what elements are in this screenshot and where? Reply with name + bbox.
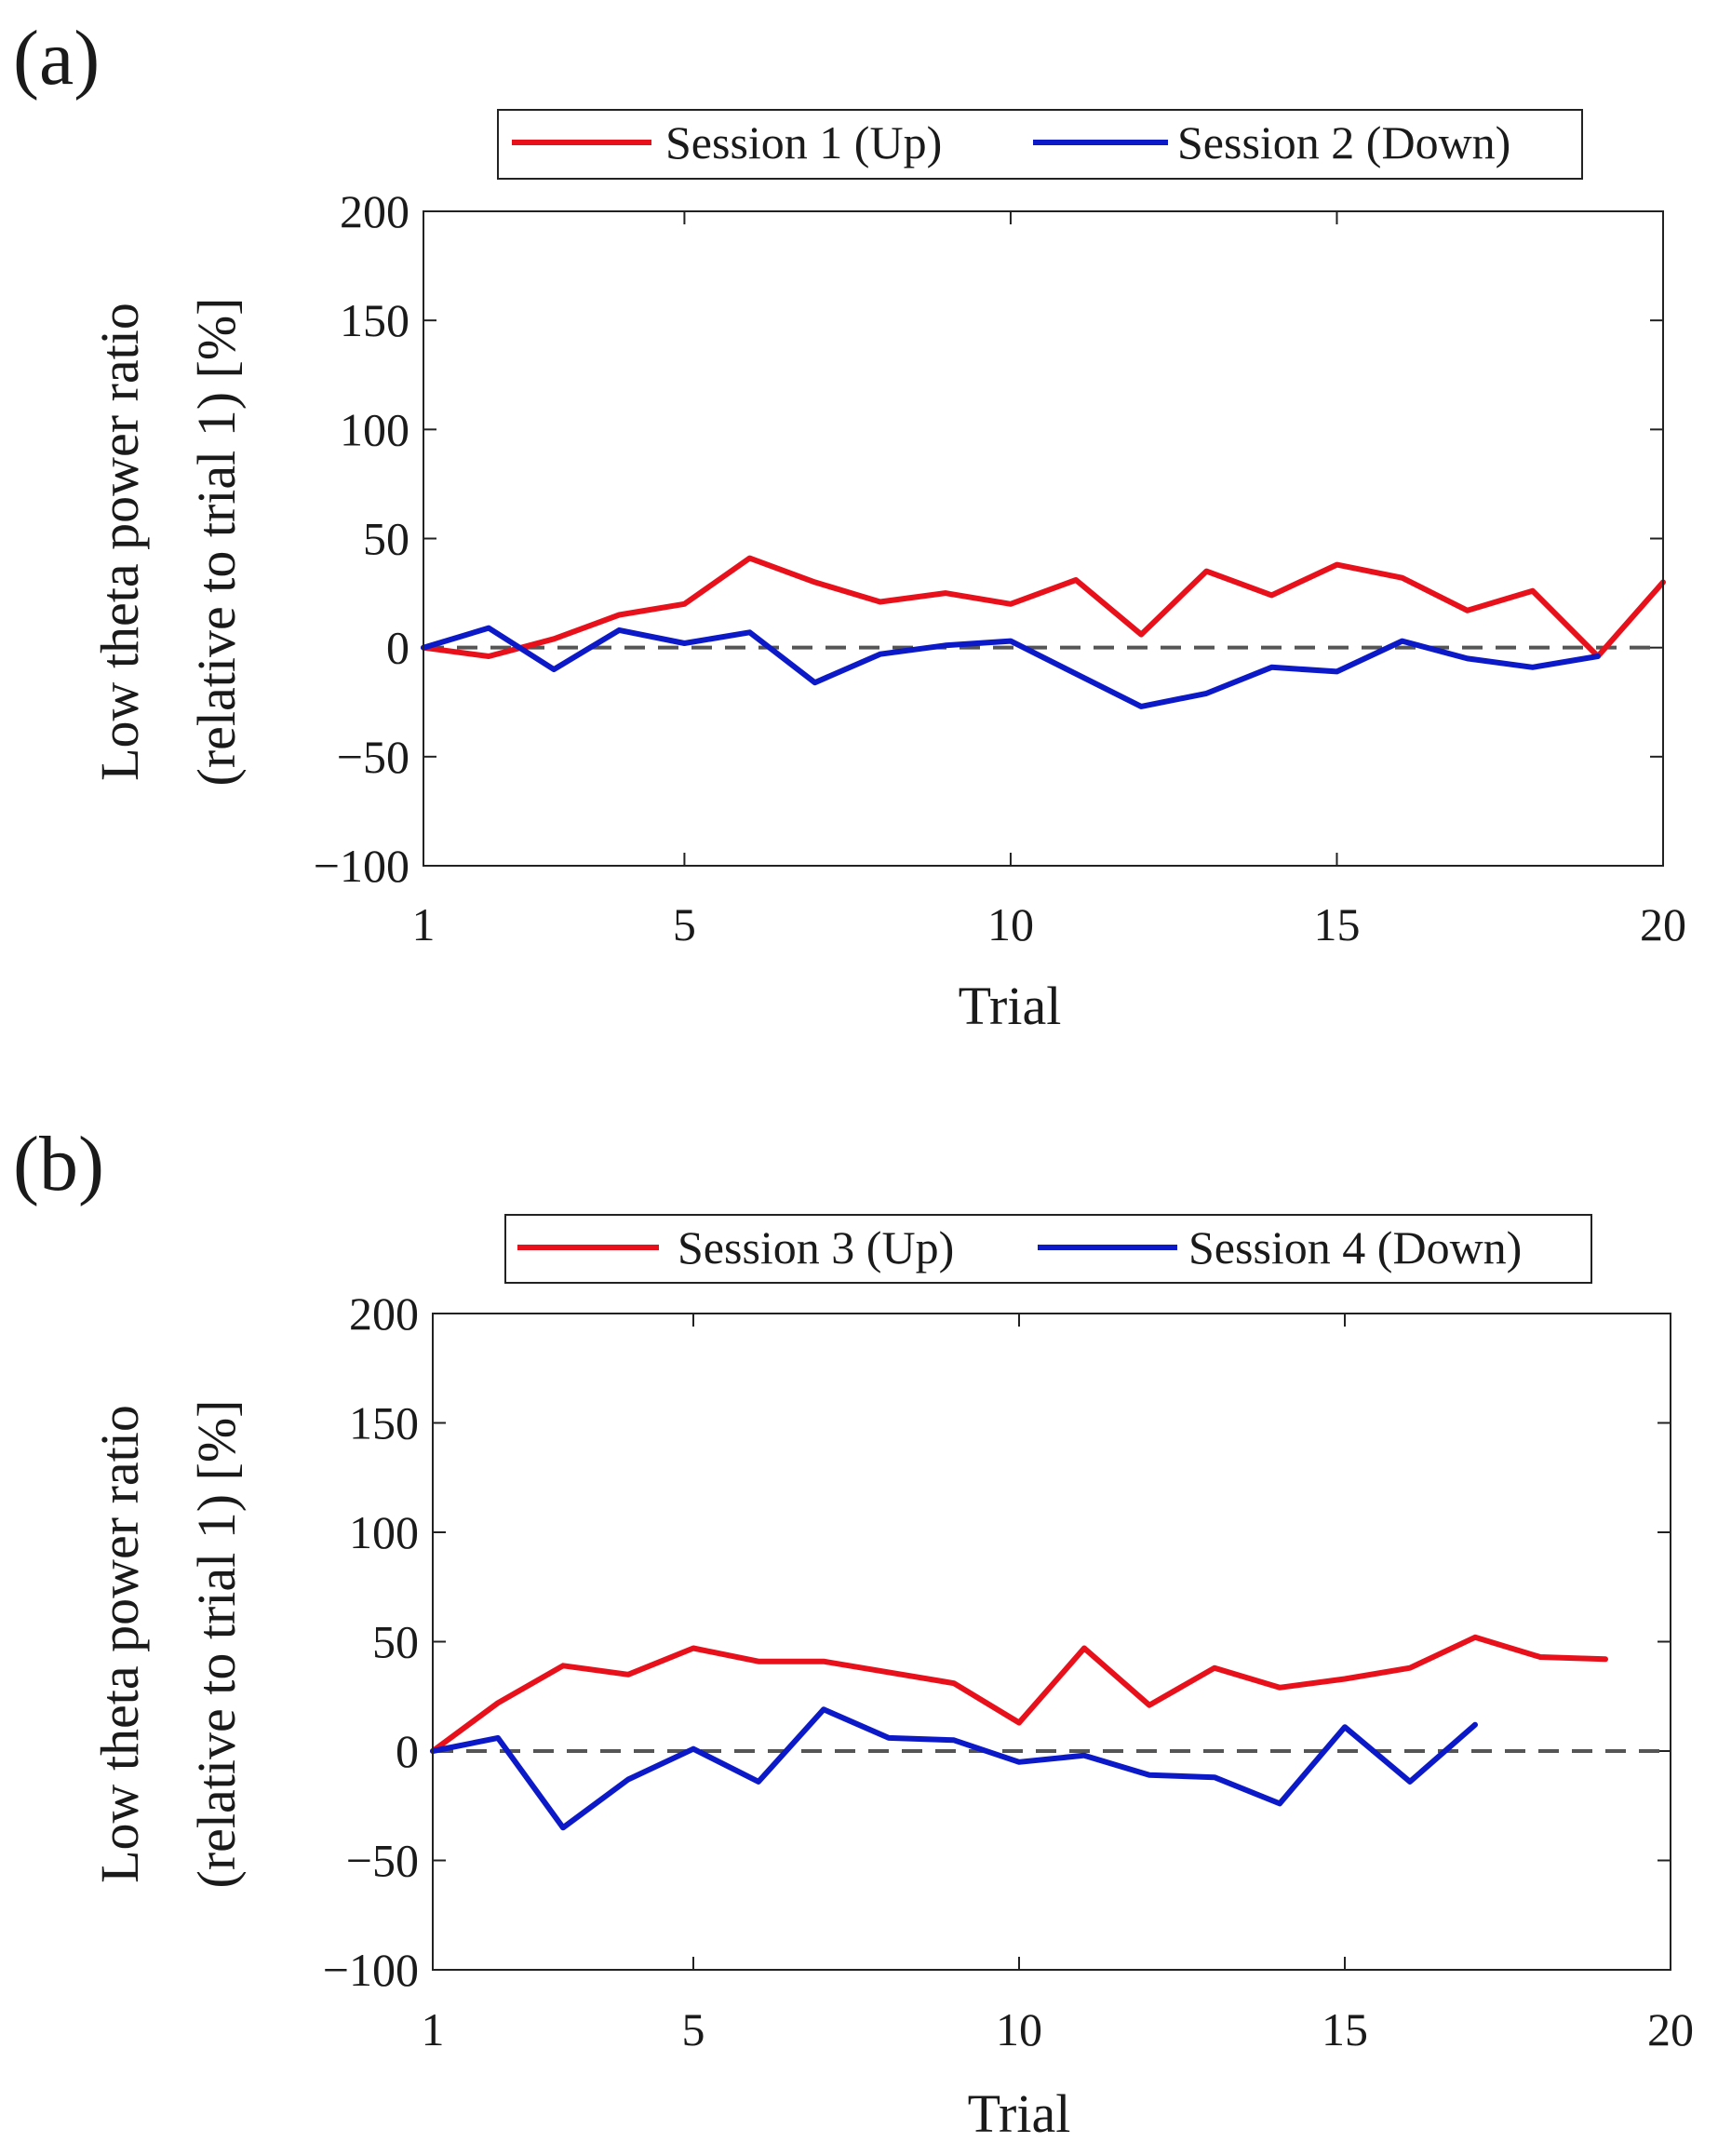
x-ticks: 1 5 10 15 20 bbox=[412, 211, 1686, 950]
y-ticks: 200 150 100 50 0 −50 −100 bbox=[323, 1287, 1671, 1996]
y-tick-label: −50 bbox=[337, 731, 409, 783]
y-tick-label: 100 bbox=[340, 403, 409, 455]
y-tick-label: 200 bbox=[349, 1287, 419, 1340]
legend-label-session-3: Session 3 (Up) bbox=[678, 1221, 954, 1273]
y-axis-title-line-1: Low theta power ratio bbox=[89, 1405, 150, 1883]
legend-label-session-2: Session 2 (Down) bbox=[1177, 116, 1510, 168]
panel-label: (a) bbox=[13, 15, 100, 101]
y-tick-label: −100 bbox=[323, 1944, 419, 1996]
y-ticks: 200 150 100 50 0 −50 −100 bbox=[314, 185, 1663, 892]
y-axis-title-line-2: (relative to trial 1) [%] bbox=[186, 298, 247, 787]
y-tick-label: −100 bbox=[314, 840, 409, 892]
series-line-session-3-up bbox=[430, 1634, 1608, 1754]
panel-label: (b) bbox=[13, 1121, 104, 1207]
y-axis-title-line-2: (relative to trial 1) [%] bbox=[186, 1400, 247, 1889]
y-tick-label: 150 bbox=[340, 294, 409, 346]
x-ticks: 1 5 10 15 20 bbox=[422, 1314, 1694, 2055]
x-axis-title: Trial bbox=[968, 2083, 1071, 2144]
plot-lines bbox=[421, 555, 1666, 709]
x-tick-label: 20 bbox=[1647, 2003, 1694, 2055]
series-line-session-4-down bbox=[430, 1706, 1478, 1831]
series-line-session-2-down bbox=[421, 625, 1601, 709]
plot-lines bbox=[430, 1634, 1671, 1831]
legend-label-session-1: Session 1 (Up) bbox=[665, 116, 942, 168]
y-tick-label: 50 bbox=[363, 513, 409, 565]
legend-label-session-4: Session 4 (Down) bbox=[1188, 1221, 1522, 1273]
x-tick-label: 20 bbox=[1640, 898, 1686, 950]
x-tick-label: 5 bbox=[682, 2003, 705, 2055]
plot-frame bbox=[432, 1313, 1671, 1971]
x-tick-label: 10 bbox=[987, 898, 1034, 950]
x-tick-label: 15 bbox=[1322, 2003, 1368, 2055]
plot-frame bbox=[423, 210, 1664, 867]
x-tick-label: 10 bbox=[996, 2003, 1042, 2055]
x-tick-label: 1 bbox=[412, 898, 436, 950]
series-line-session-1-up bbox=[421, 555, 1666, 659]
y-tick-label: 50 bbox=[372, 1616, 419, 1668]
x-axis-title: Trial bbox=[959, 976, 1062, 1036]
x-tick-label: 1 bbox=[422, 2003, 445, 2055]
y-axis-title-line-1: Low theta power ratio bbox=[89, 303, 150, 781]
y-tick-label: −50 bbox=[346, 1835, 419, 1887]
panel-b: (b) Session 3 (Up) Session 4 (Down) Low … bbox=[13, 1121, 1694, 2144]
y-tick-label: 150 bbox=[349, 1397, 419, 1449]
y-tick-label: 0 bbox=[396, 1725, 419, 1777]
y-tick-label: 0 bbox=[386, 622, 409, 674]
x-tick-label: 5 bbox=[673, 898, 696, 950]
y-tick-label: 100 bbox=[349, 1506, 419, 1558]
panel-a: (a) Session 1 (Up) Session 2 (Down) Low … bbox=[13, 15, 1686, 1036]
legend: Session 1 (Up) Session 2 (Down) bbox=[497, 109, 1583, 180]
x-tick-label: 15 bbox=[1313, 898, 1360, 950]
y-tick-label: 200 bbox=[340, 185, 409, 237]
legend: Session 3 (Up) Session 4 (Down) bbox=[504, 1214, 1592, 1284]
